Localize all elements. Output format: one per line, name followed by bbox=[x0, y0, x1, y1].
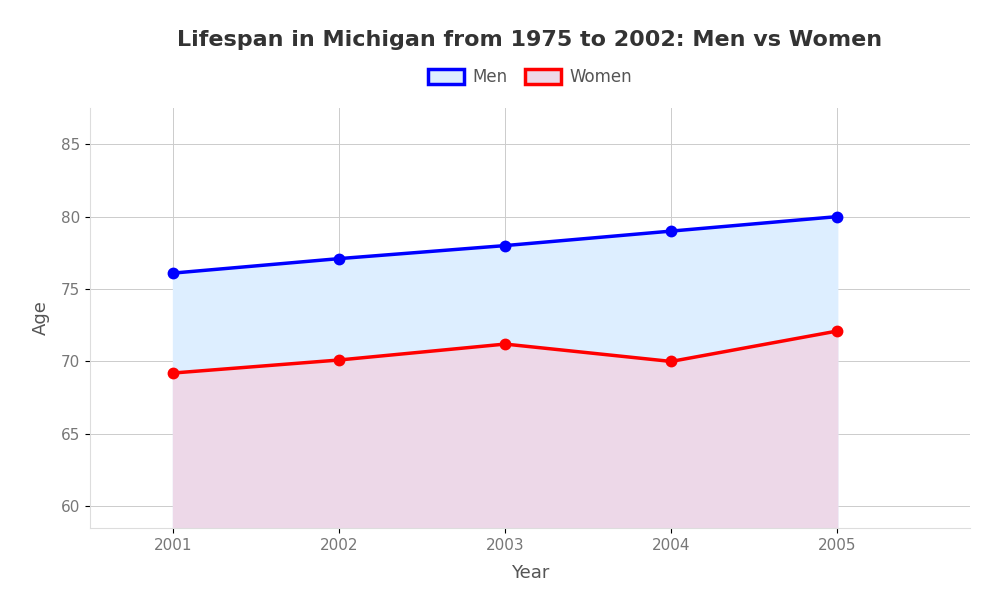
Title: Lifespan in Michigan from 1975 to 2002: Men vs Women: Lifespan in Michigan from 1975 to 2002: … bbox=[177, 29, 883, 49]
Y-axis label: Age: Age bbox=[32, 301, 50, 335]
Legend: Men, Women: Men, Women bbox=[421, 62, 639, 93]
X-axis label: Year: Year bbox=[511, 564, 549, 582]
